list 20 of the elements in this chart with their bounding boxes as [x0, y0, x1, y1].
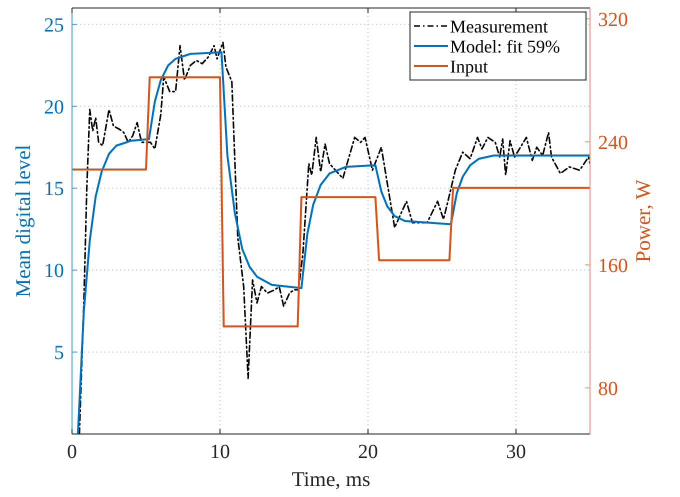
x-tick-label: 10	[210, 441, 230, 463]
y2-axis-title: Power, W	[631, 179, 655, 262]
x-axis-title: Time, ms	[292, 467, 370, 491]
y-tick-label: 25	[44, 14, 64, 36]
x-tick-label: 20	[358, 441, 378, 463]
y2-tick-label: 80	[598, 378, 618, 400]
y-tick-label: 15	[44, 178, 64, 200]
legend-label: Input	[450, 56, 488, 76]
y2-tick-label: 320	[598, 8, 628, 31]
x-tick-label: 30	[506, 441, 526, 463]
x-tick-label: 0	[67, 441, 77, 463]
legend-label: Measurement	[450, 16, 548, 36]
y2-tick-label: 160	[598, 254, 628, 277]
legend-label: Model: fit 59%	[450, 36, 560, 56]
y-tick-label: 10	[44, 260, 64, 282]
y2-tick-label: 240	[598, 132, 628, 154]
line-series	[72, 76, 590, 328]
y-tick-label: 5	[54, 342, 64, 364]
y-tick-label: 20	[44, 96, 64, 118]
y-axis-title: Mean digital level	[11, 144, 35, 298]
